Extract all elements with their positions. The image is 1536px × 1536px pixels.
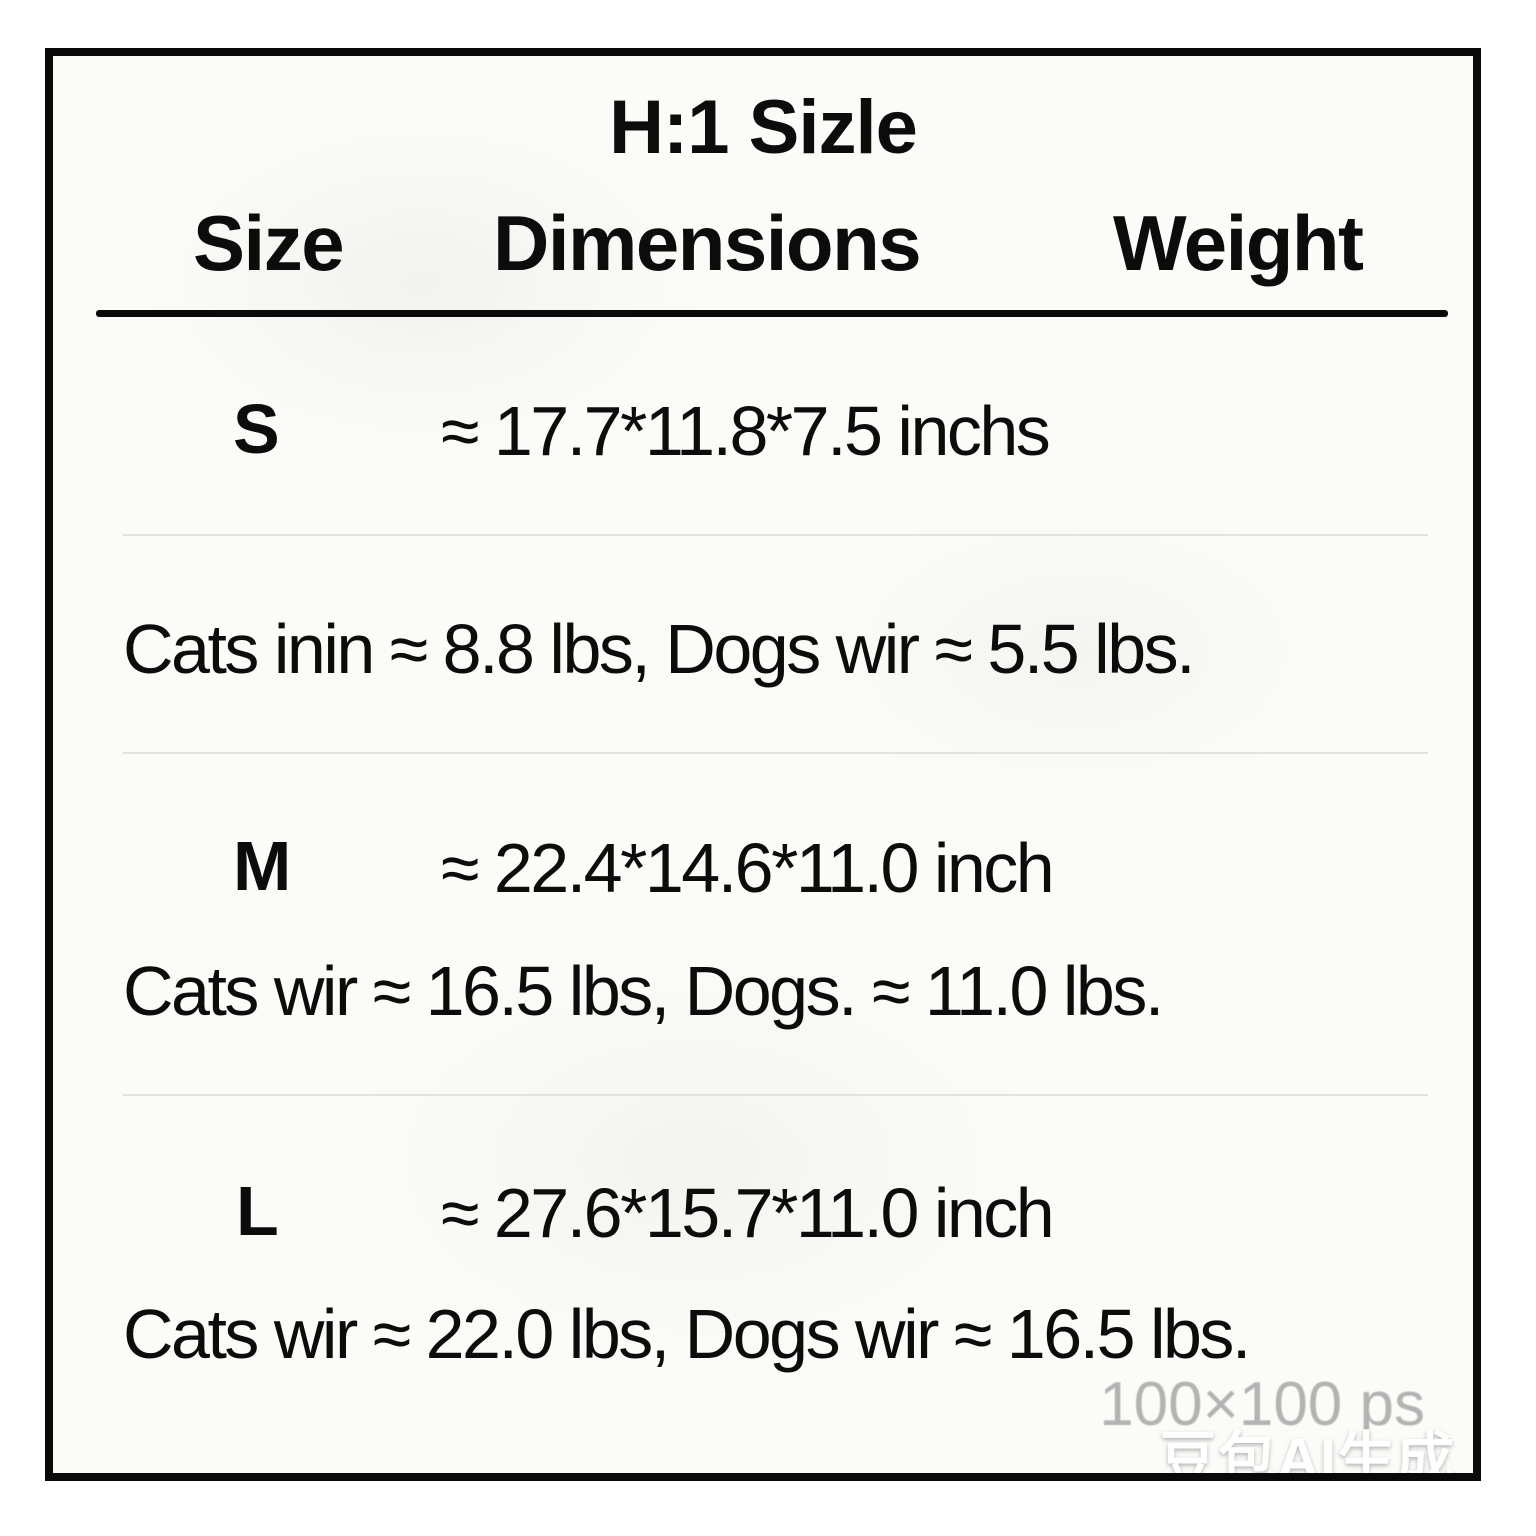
table-row-size-label: M	[233, 827, 291, 905]
table-row-size-label: L	[236, 1172, 279, 1250]
table-row-weight: Cats wir ≈ 22.0 lbs, Dogs wir ≈ 16.5 lbs…	[123, 1295, 1251, 1373]
table-row-size-label: S	[233, 390, 280, 468]
watermark-brand: 豆包AI生成	[1158, 1427, 1455, 1481]
row-divider	[123, 1094, 1428, 1096]
page-title: H:1 Sizle	[609, 85, 918, 170]
table-row-dimensions: ≈ 22.4*14.6*11.0 inch	[441, 829, 1055, 907]
table-header-row: Size Dimensions Weight	[93, 204, 1433, 296]
row-divider	[123, 534, 1428, 536]
table-row-dimensions: ≈ 27.6*15.7*11.0 inch	[441, 1174, 1055, 1252]
header-underline	[96, 310, 1448, 317]
watermark-size-note: 100×100 ps	[1099, 1370, 1425, 1439]
row-divider	[123, 752, 1428, 754]
table-row-weight: Cats inin ≈ 8.8 lbs, Dogs wir ≈ 5.5 lbs.	[123, 610, 1196, 688]
table-row-dimensions: ≈ 17.7*11.8*7.5 inchs	[441, 392, 1051, 470]
column-header-size: Size	[193, 199, 345, 287]
table-row-weight: Cats wir ≈ 16.5 lbs, Dogs. ≈ 11.0 lbs.	[123, 952, 1164, 1030]
column-header-weight: Weight	[1113, 199, 1364, 287]
column-header-dimensions: Dimensions	[493, 199, 922, 287]
size-chart-card: H:1 Sizle Size Dimensions Weight S ≈ 17.…	[45, 48, 1481, 1481]
